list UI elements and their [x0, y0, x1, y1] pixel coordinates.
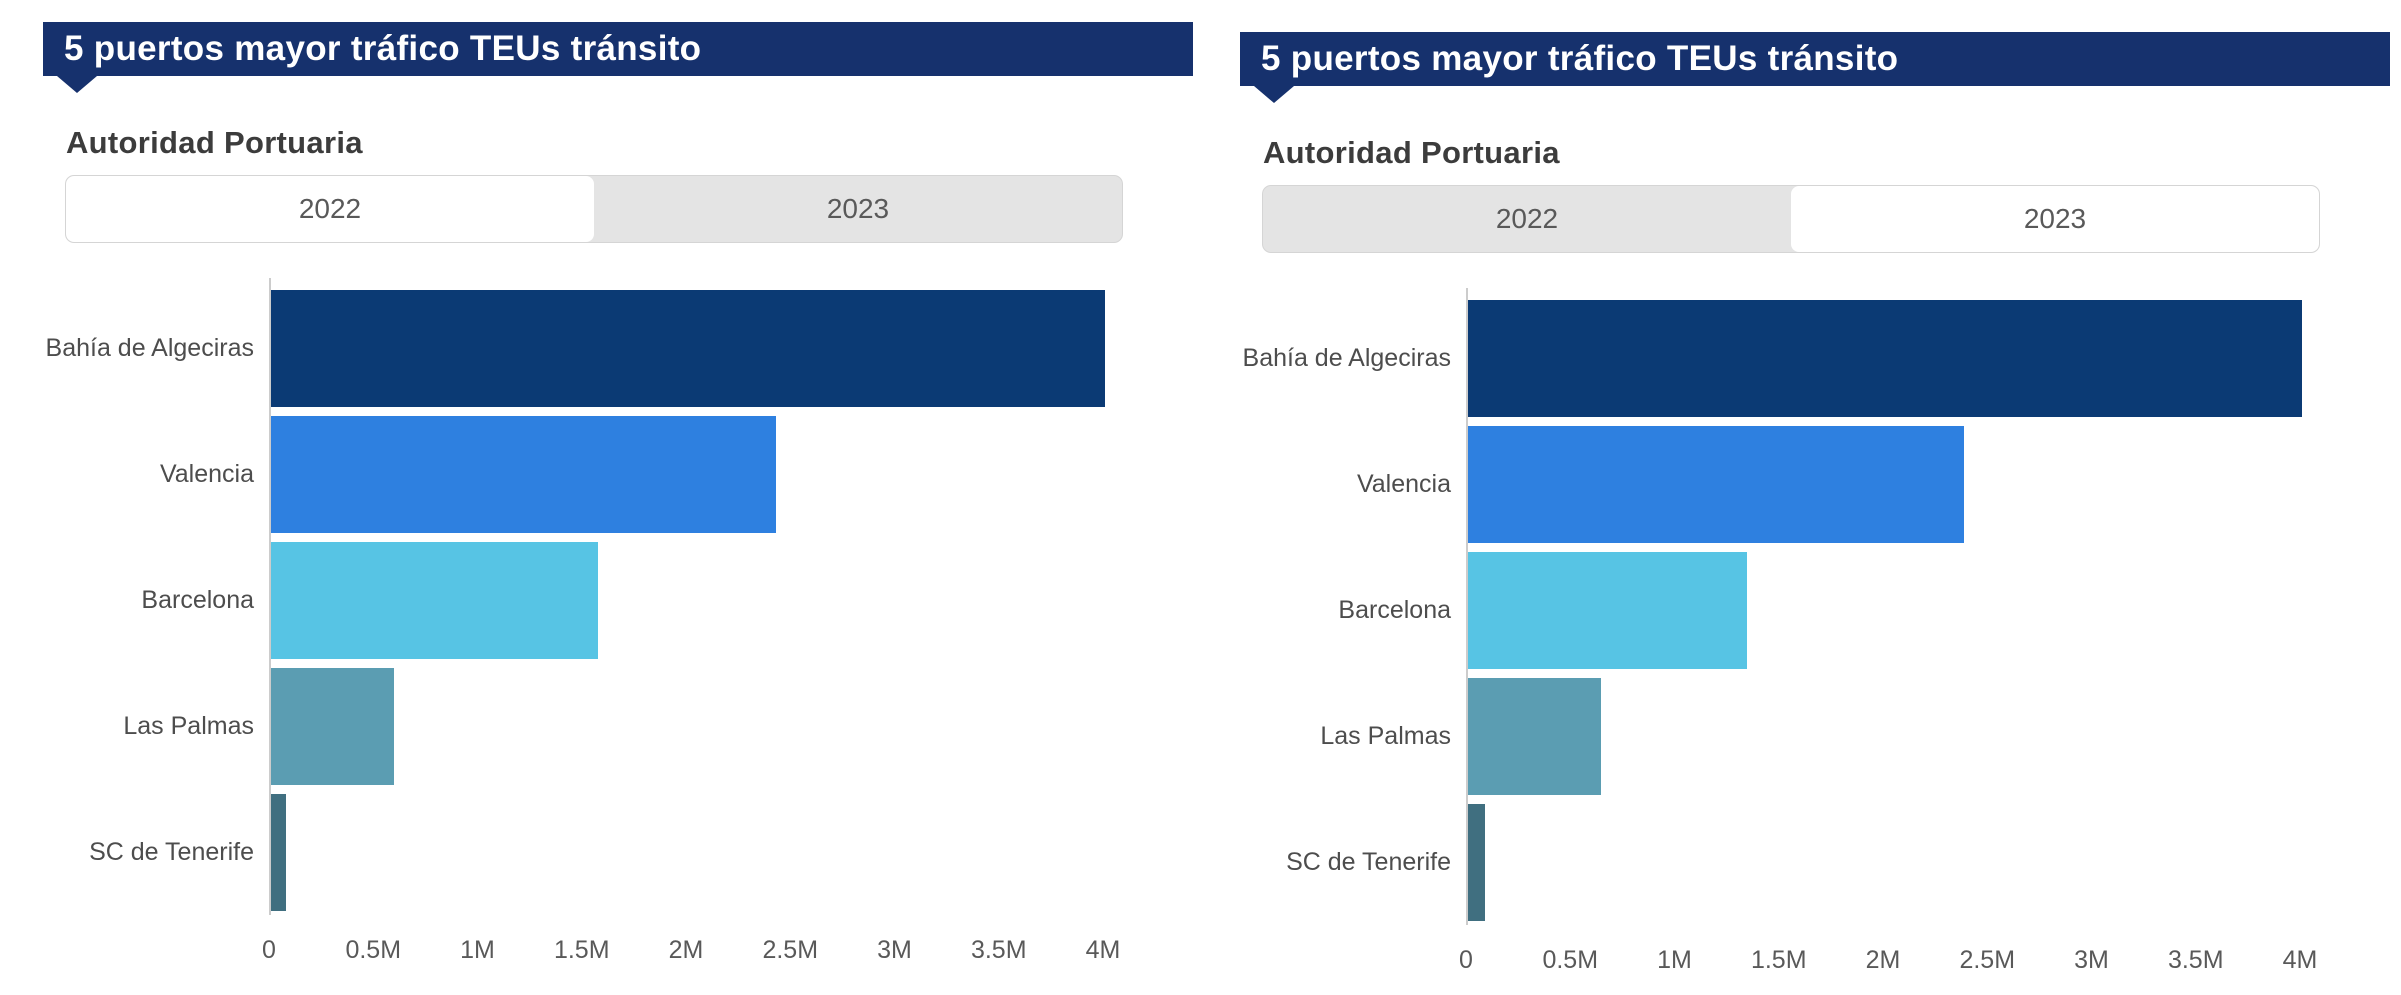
bar-barcelona[interactable] — [1468, 552, 1747, 669]
bar-valencia[interactable] — [271, 416, 776, 533]
category-label: SC de Tenerife — [1286, 848, 1451, 876]
category-label: SC de Tenerife — [89, 838, 254, 866]
category-label: Las Palmas — [1320, 722, 1451, 750]
chart-subtitle: Autoridad Portuaria — [66, 125, 363, 160]
x-tick-label: 1M — [460, 936, 495, 964]
x-tick-label: 4M — [1085, 936, 1121, 964]
x-tick-label: 1M — [1657, 946, 1692, 974]
bar-sc-de-tenerife[interactable] — [1468, 804, 1485, 921]
x-tick-label: 2M — [1865, 946, 1901, 974]
chart-title: 5 puertos mayor tráfico TEUs tránsito — [64, 29, 702, 68]
x-tick-label: 3M — [2074, 946, 2109, 974]
y-axis-line — [1466, 288, 1468, 925]
banner-pointer-icon — [57, 76, 97, 93]
banner-pointer-icon — [1254, 86, 1294, 103]
y-axis-line — [269, 278, 271, 915]
x-tick-label: 0.5M — [1542, 946, 1599, 974]
category-label: Valencia — [159, 460, 254, 488]
tab-2022[interactable]: 2022 — [66, 176, 594, 242]
year-tab-group: 2022 2023 — [1262, 185, 2320, 253]
year-tab-group: 2022 2023 — [65, 175, 1123, 243]
x-tick-label: 1.5M — [553, 936, 610, 964]
x-tick-label: 3.5M — [2167, 946, 2224, 974]
x-tick-label: 3M — [877, 936, 912, 964]
bar-bah-a-de-algeciras[interactable] — [1468, 300, 2302, 417]
chart-card-2023: 5 puertos mayor tráfico TEUs tránsito Au… — [1240, 32, 2390, 992]
x-tick-label: 2M — [668, 936, 704, 964]
x-tick-label: 0.5M — [345, 936, 402, 964]
chart-title-banner: 5 puertos mayor tráfico TEUs tránsito — [1240, 32, 2390, 86]
chart-subtitle: Autoridad Portuaria — [1263, 135, 1560, 170]
category-label: Bahía de Algeciras — [45, 334, 254, 362]
category-label: Las Palmas — [123, 712, 254, 740]
x-tick-label: 4M — [2282, 946, 2318, 974]
tab-2022[interactable]: 2022 — [1495, 203, 1559, 234]
x-tick-label: 2.5M — [762, 936, 819, 964]
category-label: Valencia — [1356, 470, 1451, 498]
category-label: Bahía de Algeciras — [1242, 344, 1451, 372]
tab-2023[interactable]: 2023 — [826, 193, 890, 224]
x-tick-label: 1.5M — [1750, 946, 1807, 974]
bar-sc-de-tenerife[interactable] — [271, 794, 286, 911]
tab-2023[interactable]: 2023 — [1791, 186, 2319, 252]
bar-barcelona[interactable] — [271, 542, 598, 659]
chart-card-2022: 5 puertos mayor tráfico TEUs tránsito Au… — [43, 22, 1193, 982]
x-tick-label: 3.5M — [970, 936, 1027, 964]
bar-bah-a-de-algeciras[interactable] — [271, 290, 1105, 407]
bar-las-palmas[interactable] — [271, 668, 394, 785]
chart-title: 5 puertos mayor tráfico TEUs tránsito — [1261, 39, 1899, 78]
category-label: Barcelona — [141, 586, 254, 614]
x-tick-label: 0 — [262, 936, 276, 964]
bar-las-palmas[interactable] — [1468, 678, 1601, 795]
x-tick-label: 0 — [1459, 946, 1473, 974]
x-tick-label: 2.5M — [1959, 946, 2016, 974]
chart-title-banner: 5 puertos mayor tráfico TEUs tránsito — [43, 22, 1193, 76]
category-label: Barcelona — [1338, 596, 1451, 624]
bar-valencia[interactable] — [1468, 426, 1964, 543]
